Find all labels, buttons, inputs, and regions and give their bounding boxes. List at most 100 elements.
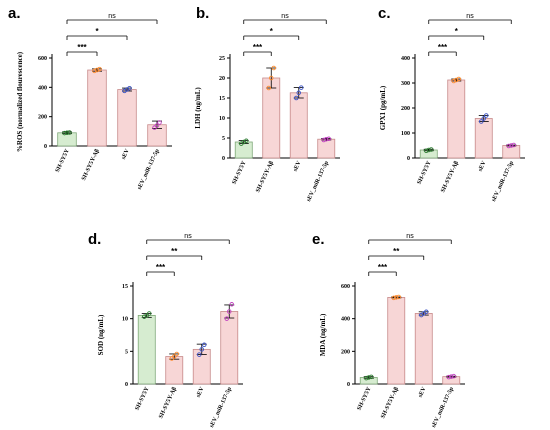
data-point xyxy=(391,295,397,301)
data-point xyxy=(366,375,372,380)
y-tick-label: 400 xyxy=(401,56,410,62)
category-label: sEV xyxy=(418,386,428,399)
data-point xyxy=(224,316,229,321)
significance-label: ** xyxy=(393,247,400,256)
bar xyxy=(419,149,438,159)
y-tick-label: 600 xyxy=(341,284,350,290)
y-axis-title: SOD (ng/mL) xyxy=(97,314,105,355)
data-point xyxy=(152,125,157,130)
category-label: SH-SY5Y-Aβ xyxy=(380,386,400,419)
data-point xyxy=(97,66,102,72)
significance-label: * xyxy=(95,27,99,36)
data-point xyxy=(481,116,487,121)
bar xyxy=(87,69,107,147)
panel-letter: a. xyxy=(8,5,21,22)
bar xyxy=(137,314,156,385)
significance-label: *** xyxy=(253,43,263,52)
data-point xyxy=(324,136,329,142)
panel-1: a. %ROS (normalized flourescence) 0 200 400 6… xyxy=(8,5,172,191)
data-point xyxy=(509,143,514,148)
bar xyxy=(234,141,253,159)
data-point xyxy=(296,90,302,96)
data-point xyxy=(484,113,489,118)
data-point xyxy=(62,130,67,136)
data-point xyxy=(241,139,246,145)
category-label: SH-SY5Y-Aβ xyxy=(81,148,101,181)
data-point xyxy=(429,147,434,152)
y-tick-label: 0 xyxy=(222,156,225,162)
y-tick-label: 0 xyxy=(44,144,47,150)
category-label: SH-SY5Y xyxy=(232,160,248,186)
y-tick-label: 600 xyxy=(38,56,47,62)
panel-letter: e. xyxy=(312,231,325,248)
y-tick-label: 200 xyxy=(341,349,350,355)
category-label: sEV_miR-137-5p xyxy=(306,160,330,203)
y-tick-label: 200 xyxy=(401,106,410,112)
category-label: SH-SY5Y xyxy=(55,148,71,174)
category-label: SH-SY5Y xyxy=(357,386,373,412)
bar xyxy=(447,79,466,159)
bar xyxy=(117,89,137,147)
data-point xyxy=(157,120,162,125)
data-point xyxy=(511,142,517,148)
significance-label: *** xyxy=(77,43,87,52)
y-tick-label: 25 xyxy=(219,56,225,62)
data-point xyxy=(321,137,327,143)
data-point xyxy=(171,354,177,359)
bar xyxy=(414,313,433,385)
y-tick-label: 5 xyxy=(222,136,225,142)
data-point xyxy=(299,85,304,90)
data-point xyxy=(506,143,512,149)
y-axis-title: %ROS (normalized flourescence) xyxy=(16,51,24,152)
data-point xyxy=(424,148,429,153)
y-tick-label: 15 xyxy=(219,96,225,102)
bar xyxy=(317,138,336,159)
data-point xyxy=(454,77,459,83)
category-label: sEV_miR-137-5p xyxy=(209,386,233,429)
bar xyxy=(262,77,281,159)
panel-letter: c. xyxy=(378,5,391,22)
bar xyxy=(387,297,406,385)
data-point xyxy=(396,294,402,300)
y-tick-label: 400 xyxy=(38,85,47,91)
y-tick-label: 300 xyxy=(401,81,410,87)
significance-label: ns xyxy=(281,13,289,20)
significance-label: * xyxy=(455,27,459,36)
y-tick-label: 20 xyxy=(219,76,225,82)
y-tick-label: 10 xyxy=(122,317,128,323)
data-point xyxy=(451,373,457,379)
data-point xyxy=(479,119,484,124)
significance-label: ns xyxy=(466,13,474,20)
y-tick-label: 100 xyxy=(401,131,410,137)
y-tick-label: 10 xyxy=(219,116,225,122)
bar xyxy=(220,311,239,385)
data-point xyxy=(326,136,332,142)
data-point xyxy=(369,374,374,380)
bar xyxy=(474,118,493,159)
significance-label: ** xyxy=(171,247,178,256)
category-label: sEV xyxy=(196,386,206,399)
y-tick-label: 400 xyxy=(341,317,350,323)
y-tick-label: 15 xyxy=(122,284,128,290)
data-point xyxy=(154,123,160,128)
category-label: SH-SY5Y-Aβ xyxy=(255,160,275,193)
category-label: SH-SY5Y xyxy=(135,386,151,412)
panel-letter: d. xyxy=(88,231,101,248)
data-point xyxy=(229,302,234,307)
data-point xyxy=(394,295,399,300)
data-point xyxy=(94,67,100,73)
data-point xyxy=(294,95,299,101)
panel-2: b. LDH (ng/mL) 0 5 10 15 20 25 SH-SY5Y SH-SY5Y-Aβ… xyxy=(194,5,340,203)
y-axis-title: MDA (ng/mL) xyxy=(319,313,327,356)
data-point xyxy=(67,130,72,135)
data-point xyxy=(201,342,207,348)
significance-label: ns xyxy=(184,233,192,240)
y-tick-label: 5 xyxy=(125,349,128,355)
significance-label: *** xyxy=(156,263,166,272)
data-point xyxy=(266,85,272,91)
data-point xyxy=(451,78,457,84)
y-axis-title: LDH (ng/mL) xyxy=(194,87,202,129)
y-tick-label: 200 xyxy=(38,115,47,121)
